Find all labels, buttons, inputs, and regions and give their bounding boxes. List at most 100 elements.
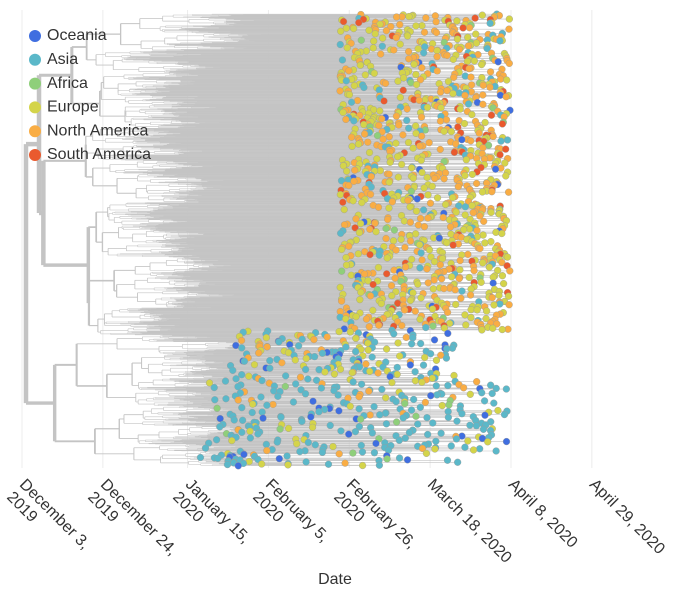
- tip: [467, 73, 475, 81]
- tip: [498, 120, 507, 128]
- tip: [505, 15, 513, 23]
- tip: [433, 53, 441, 61]
- tip: [486, 19, 494, 27]
- tip: [470, 57, 479, 65]
- tip: [356, 61, 364, 69]
- tip: [432, 28, 441, 37]
- tip: [460, 119, 469, 128]
- tip: [339, 108, 347, 117]
- tip: [357, 36, 365, 44]
- tip: [360, 83, 368, 92]
- tip: [432, 18, 440, 26]
- tip: [390, 46, 398, 54]
- tip: [453, 17, 461, 25]
- tip: [449, 55, 457, 64]
- tip: [423, 103, 432, 112]
- tip: [465, 24, 474, 32]
- tip: [361, 71, 369, 79]
- tip: [396, 93, 404, 101]
- tip: [373, 131, 382, 140]
- tip: [350, 117, 358, 125]
- tip: [350, 24, 358, 33]
- tip: [338, 56, 347, 64]
- tip: [371, 30, 379, 38]
- tip: [376, 107, 384, 115]
- tip: [414, 45, 422, 53]
- tip: [431, 12, 439, 20]
- tip: [487, 111, 496, 119]
- tip: [410, 60, 418, 68]
- tip: [455, 45, 464, 54]
- tip: [496, 37, 504, 45]
- tip: [436, 88, 445, 96]
- tip: [479, 100, 487, 108]
- tip: [355, 19, 363, 27]
- tip: [442, 116, 451, 124]
- tip: [382, 27, 390, 35]
- tip: [454, 123, 462, 131]
- tip: [342, 77, 350, 85]
- tip: [370, 37, 378, 45]
- tip: [412, 81, 421, 89]
- tip: [420, 28, 429, 36]
- tip: [405, 55, 413, 63]
- tip: [433, 67, 441, 75]
- tree: [23, 10, 514, 470]
- tip: [365, 26, 373, 34]
- tip: [378, 128, 386, 136]
- tip: [361, 130, 369, 138]
- tip: [505, 59, 513, 67]
- tip: [464, 42, 473, 50]
- tip: [465, 65, 473, 73]
- tip: [479, 81, 487, 89]
- tip: [505, 25, 513, 33]
- tip: [478, 11, 486, 19]
- tip: [453, 35, 462, 43]
- tip: [403, 116, 411, 124]
- tip: [461, 91, 469, 100]
- tip: [394, 77, 402, 85]
- tip: [416, 76, 425, 84]
- tip: [481, 118, 489, 127]
- tip: [396, 40, 404, 48]
- tip: [475, 129, 483, 137]
- tip: [347, 98, 356, 106]
- tip: [415, 96, 423, 104]
- tip: [450, 73, 458, 82]
- tip: [378, 42, 386, 50]
- tip: [345, 67, 353, 75]
- tip: [370, 69, 378, 77]
- tip: [464, 100, 473, 108]
- tip: [479, 91, 487, 99]
- tip: [342, 115, 350, 124]
- tip: [472, 30, 480, 38]
- tip: [342, 24, 350, 32]
- tip: [417, 113, 426, 121]
- tip: [369, 44, 377, 52]
- tip: [392, 13, 401, 21]
- tip: [382, 79, 390, 87]
- tip: [420, 49, 428, 57]
- tip: [399, 74, 408, 82]
- tip: [350, 82, 358, 90]
- tip: [503, 76, 511, 84]
- tip: [380, 97, 388, 105]
- tip: [468, 110, 476, 119]
- tip: [403, 32, 412, 40]
- tip: [412, 70, 420, 79]
- tip: [337, 27, 345, 35]
- tip: [443, 51, 451, 60]
- tip: [456, 105, 464, 113]
- tip: [436, 117, 445, 125]
- tip: [418, 132, 426, 140]
- tip: [412, 22, 420, 30]
- tip: [345, 91, 354, 99]
- tip: [403, 105, 411, 113]
- tip: [477, 60, 486, 69]
- tip: [486, 83, 494, 91]
- tip: [471, 14, 479, 22]
- tip: [379, 34, 387, 42]
- tip: [405, 12, 413, 21]
